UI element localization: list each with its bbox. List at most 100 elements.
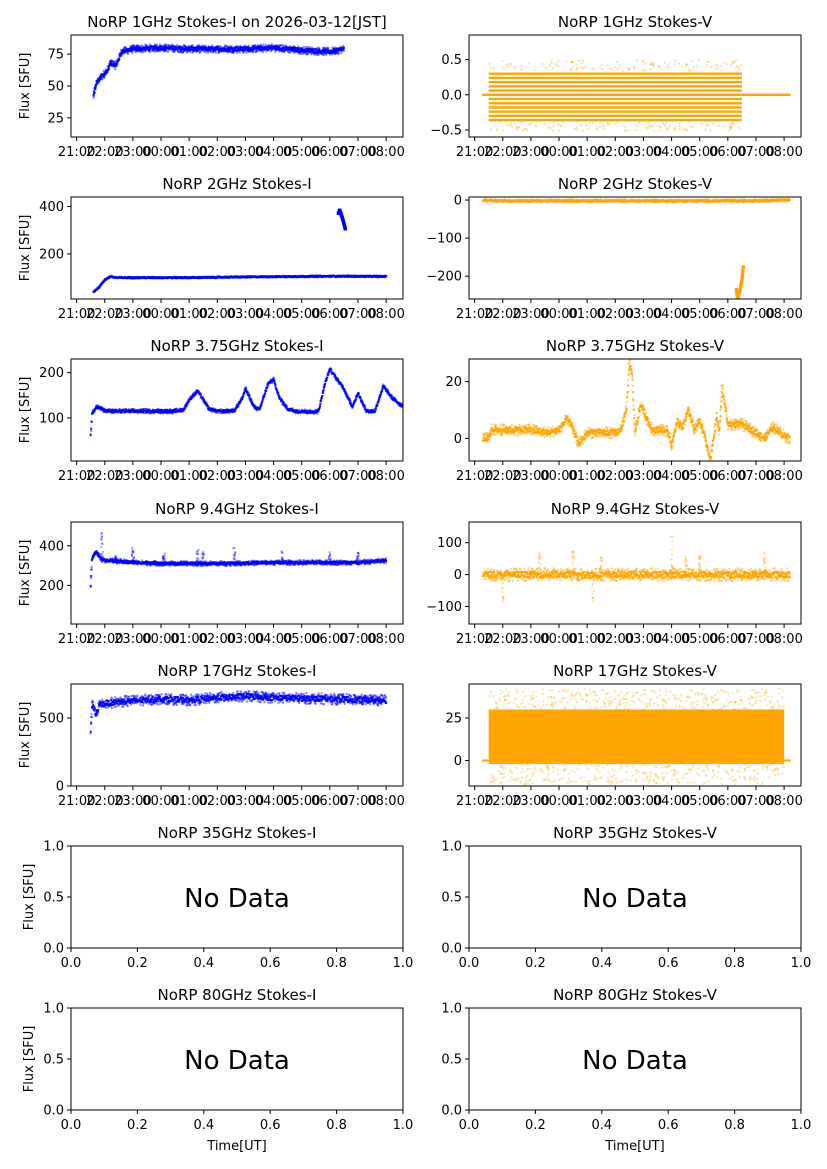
band-outlier — [736, 65, 739, 68]
band-outlier — [733, 61, 736, 64]
band-outlier — [525, 128, 528, 131]
trace-point — [170, 46, 173, 49]
trace-point — [130, 46, 133, 49]
trace-point — [223, 50, 226, 53]
trace-point — [99, 79, 102, 82]
band-outlier — [519, 121, 522, 124]
trace-point — [528, 201, 531, 204]
trace-point — [268, 47, 271, 50]
trace-point — [160, 49, 163, 52]
band-outlier — [522, 129, 525, 132]
trace-point — [196, 48, 199, 51]
trace-point — [100, 72, 103, 75]
trace-point — [255, 50, 258, 53]
trace-point — [144, 45, 147, 48]
band-outlier — [649, 63, 652, 66]
trace-point — [198, 48, 201, 51]
trace-point — [179, 45, 182, 48]
band-outlier — [570, 61, 573, 64]
trace-point — [185, 46, 188, 49]
band-outlier — [517, 126, 520, 129]
trace-point — [490, 198, 493, 201]
trace-point — [197, 49, 200, 52]
trace-point — [250, 50, 253, 53]
band-outlier — [560, 125, 563, 128]
trace-point — [271, 44, 274, 47]
trace-point — [233, 49, 236, 52]
trace-point — [340, 49, 343, 52]
x-tick-label: 08:00 — [765, 145, 802, 160]
band-outlier — [685, 127, 688, 130]
band-outlier — [505, 63, 508, 66]
y-axis-label: Flux [SFU] — [18, 53, 33, 120]
trace-point — [306, 53, 309, 56]
band-outlier — [685, 64, 688, 67]
trace-point — [284, 48, 287, 51]
band-outlier — [673, 127, 676, 130]
band-outlier — [606, 122, 609, 125]
x-tick-label: 01:00 — [170, 145, 207, 160]
band-outlier — [730, 122, 733, 125]
trace-point — [651, 198, 654, 201]
trace-point — [385, 275, 388, 278]
trace-point — [317, 53, 320, 56]
trace-point — [788, 93, 791, 96]
axes-frame — [468, 34, 802, 138]
trace-point — [589, 198, 592, 201]
trace-point — [623, 201, 626, 204]
trace-point — [157, 46, 160, 49]
trace-point — [191, 51, 194, 54]
trace-point — [694, 198, 697, 201]
trace-point — [554, 198, 557, 201]
band-outlier — [520, 64, 523, 67]
band-outlier — [663, 61, 666, 64]
band-outlier — [575, 68, 578, 71]
band-outlier — [509, 62, 512, 65]
band-outlier — [530, 122, 533, 125]
trace-point — [340, 52, 343, 55]
trace-point — [211, 46, 214, 49]
trace-point — [297, 45, 300, 48]
trace-point — [235, 46, 238, 49]
band-level — [488, 118, 742, 122]
subplot-title: NoRP 1GHz Stokes-V — [558, 13, 713, 31]
trace-point — [299, 46, 302, 49]
y-tick-label: 25 — [47, 111, 64, 126]
trace-point — [296, 47, 299, 50]
trace-point — [292, 51, 295, 54]
band-level — [488, 106, 742, 109]
y-tick-label: −0.5 — [430, 123, 462, 138]
trace-point — [161, 44, 164, 47]
trace-point — [274, 46, 277, 49]
trace-point — [494, 198, 497, 201]
trace-point — [301, 52, 304, 55]
subplot-1: 25507521:0022:0023:0000:0001:0002:0003:0… — [18, 13, 405, 160]
trace-point — [307, 51, 310, 54]
trace-point — [685, 198, 688, 201]
trace-point — [264, 48, 267, 51]
trace-point — [243, 49, 246, 52]
band-outlier — [739, 64, 742, 67]
trace-point — [706, 198, 709, 201]
band-outlier — [719, 65, 722, 68]
band-outlier — [607, 123, 610, 126]
band-outlier — [606, 64, 609, 67]
trace-point — [154, 47, 157, 50]
trace-point — [331, 52, 334, 55]
band-outlier — [510, 121, 513, 124]
band-outlier — [624, 129, 627, 132]
trace-point — [122, 50, 125, 53]
trace-point — [214, 46, 217, 49]
band-outlier — [697, 59, 700, 62]
trace-point — [267, 48, 270, 51]
band-outlier — [642, 69, 645, 72]
band-outlier — [705, 63, 708, 66]
trace-point — [247, 44, 250, 47]
trace-point — [172, 44, 175, 47]
band-outlier — [575, 128, 578, 131]
band-outlier — [570, 68, 573, 71]
band-outlier — [721, 119, 724, 122]
trace-point — [110, 62, 113, 65]
band-outlier — [709, 129, 712, 132]
trace-point — [304, 46, 307, 49]
